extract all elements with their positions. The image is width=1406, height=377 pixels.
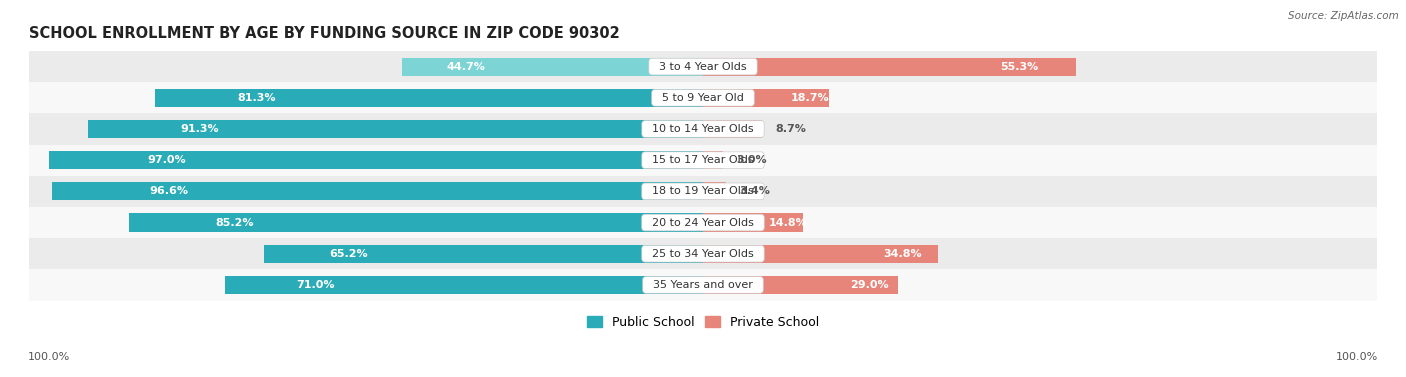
Bar	[30, 238, 1376, 269]
Text: 96.6%: 96.6%	[149, 186, 188, 196]
Text: 20 to 24 Year Olds: 20 to 24 Year Olds	[645, 218, 761, 228]
Text: 29.0%: 29.0%	[849, 280, 889, 290]
Bar	[703, 151, 723, 169]
Bar	[402, 58, 703, 76]
Bar	[155, 89, 703, 107]
Text: 10 to 14 Year Olds: 10 to 14 Year Olds	[645, 124, 761, 134]
Bar	[30, 113, 1376, 144]
Bar	[263, 245, 703, 263]
Bar	[703, 182, 725, 201]
Text: 14.8%: 14.8%	[769, 218, 807, 228]
Bar	[30, 176, 1376, 207]
Text: 35 Years and over: 35 Years and over	[647, 280, 759, 290]
Bar	[87, 120, 703, 138]
Text: 5 to 9 Year Old: 5 to 9 Year Old	[655, 93, 751, 103]
Text: 65.2%: 65.2%	[329, 249, 368, 259]
Text: 15 to 17 Year Olds: 15 to 17 Year Olds	[645, 155, 761, 165]
Text: 44.7%: 44.7%	[447, 61, 486, 72]
Bar	[129, 213, 703, 231]
Text: 3.4%: 3.4%	[740, 186, 770, 196]
Text: 71.0%: 71.0%	[297, 280, 335, 290]
Text: 100.0%: 100.0%	[28, 352, 70, 362]
Text: 18.7%: 18.7%	[790, 93, 830, 103]
Text: 97.0%: 97.0%	[148, 155, 186, 165]
Text: Source: ZipAtlas.com: Source: ZipAtlas.com	[1288, 11, 1399, 21]
Text: 18 to 19 Year Olds: 18 to 19 Year Olds	[645, 186, 761, 196]
Bar	[703, 276, 898, 294]
Bar	[30, 82, 1376, 113]
Bar	[703, 245, 938, 263]
Bar	[30, 144, 1376, 176]
Bar	[703, 89, 830, 107]
Text: 55.3%: 55.3%	[1001, 61, 1039, 72]
Text: 81.3%: 81.3%	[238, 93, 276, 103]
Text: 85.2%: 85.2%	[215, 218, 253, 228]
Bar	[30, 51, 1376, 82]
Bar	[225, 276, 703, 294]
Text: 34.8%: 34.8%	[883, 249, 922, 259]
Bar	[703, 58, 1076, 76]
Text: 91.3%: 91.3%	[180, 124, 218, 134]
Bar	[30, 207, 1376, 238]
Text: SCHOOL ENROLLMENT BY AGE BY FUNDING SOURCE IN ZIP CODE 90302: SCHOOL ENROLLMENT BY AGE BY FUNDING SOUR…	[30, 26, 620, 41]
Text: 3 to 4 Year Olds: 3 to 4 Year Olds	[652, 61, 754, 72]
Bar	[703, 213, 803, 231]
Legend: Public School, Private School: Public School, Private School	[582, 311, 824, 334]
Bar	[30, 269, 1376, 300]
Bar	[703, 120, 762, 138]
Bar	[49, 151, 703, 169]
Text: 25 to 34 Year Olds: 25 to 34 Year Olds	[645, 249, 761, 259]
Text: 100.0%: 100.0%	[1336, 352, 1378, 362]
Bar	[52, 182, 703, 201]
Text: 8.7%: 8.7%	[775, 124, 806, 134]
Text: 3.0%: 3.0%	[737, 155, 768, 165]
